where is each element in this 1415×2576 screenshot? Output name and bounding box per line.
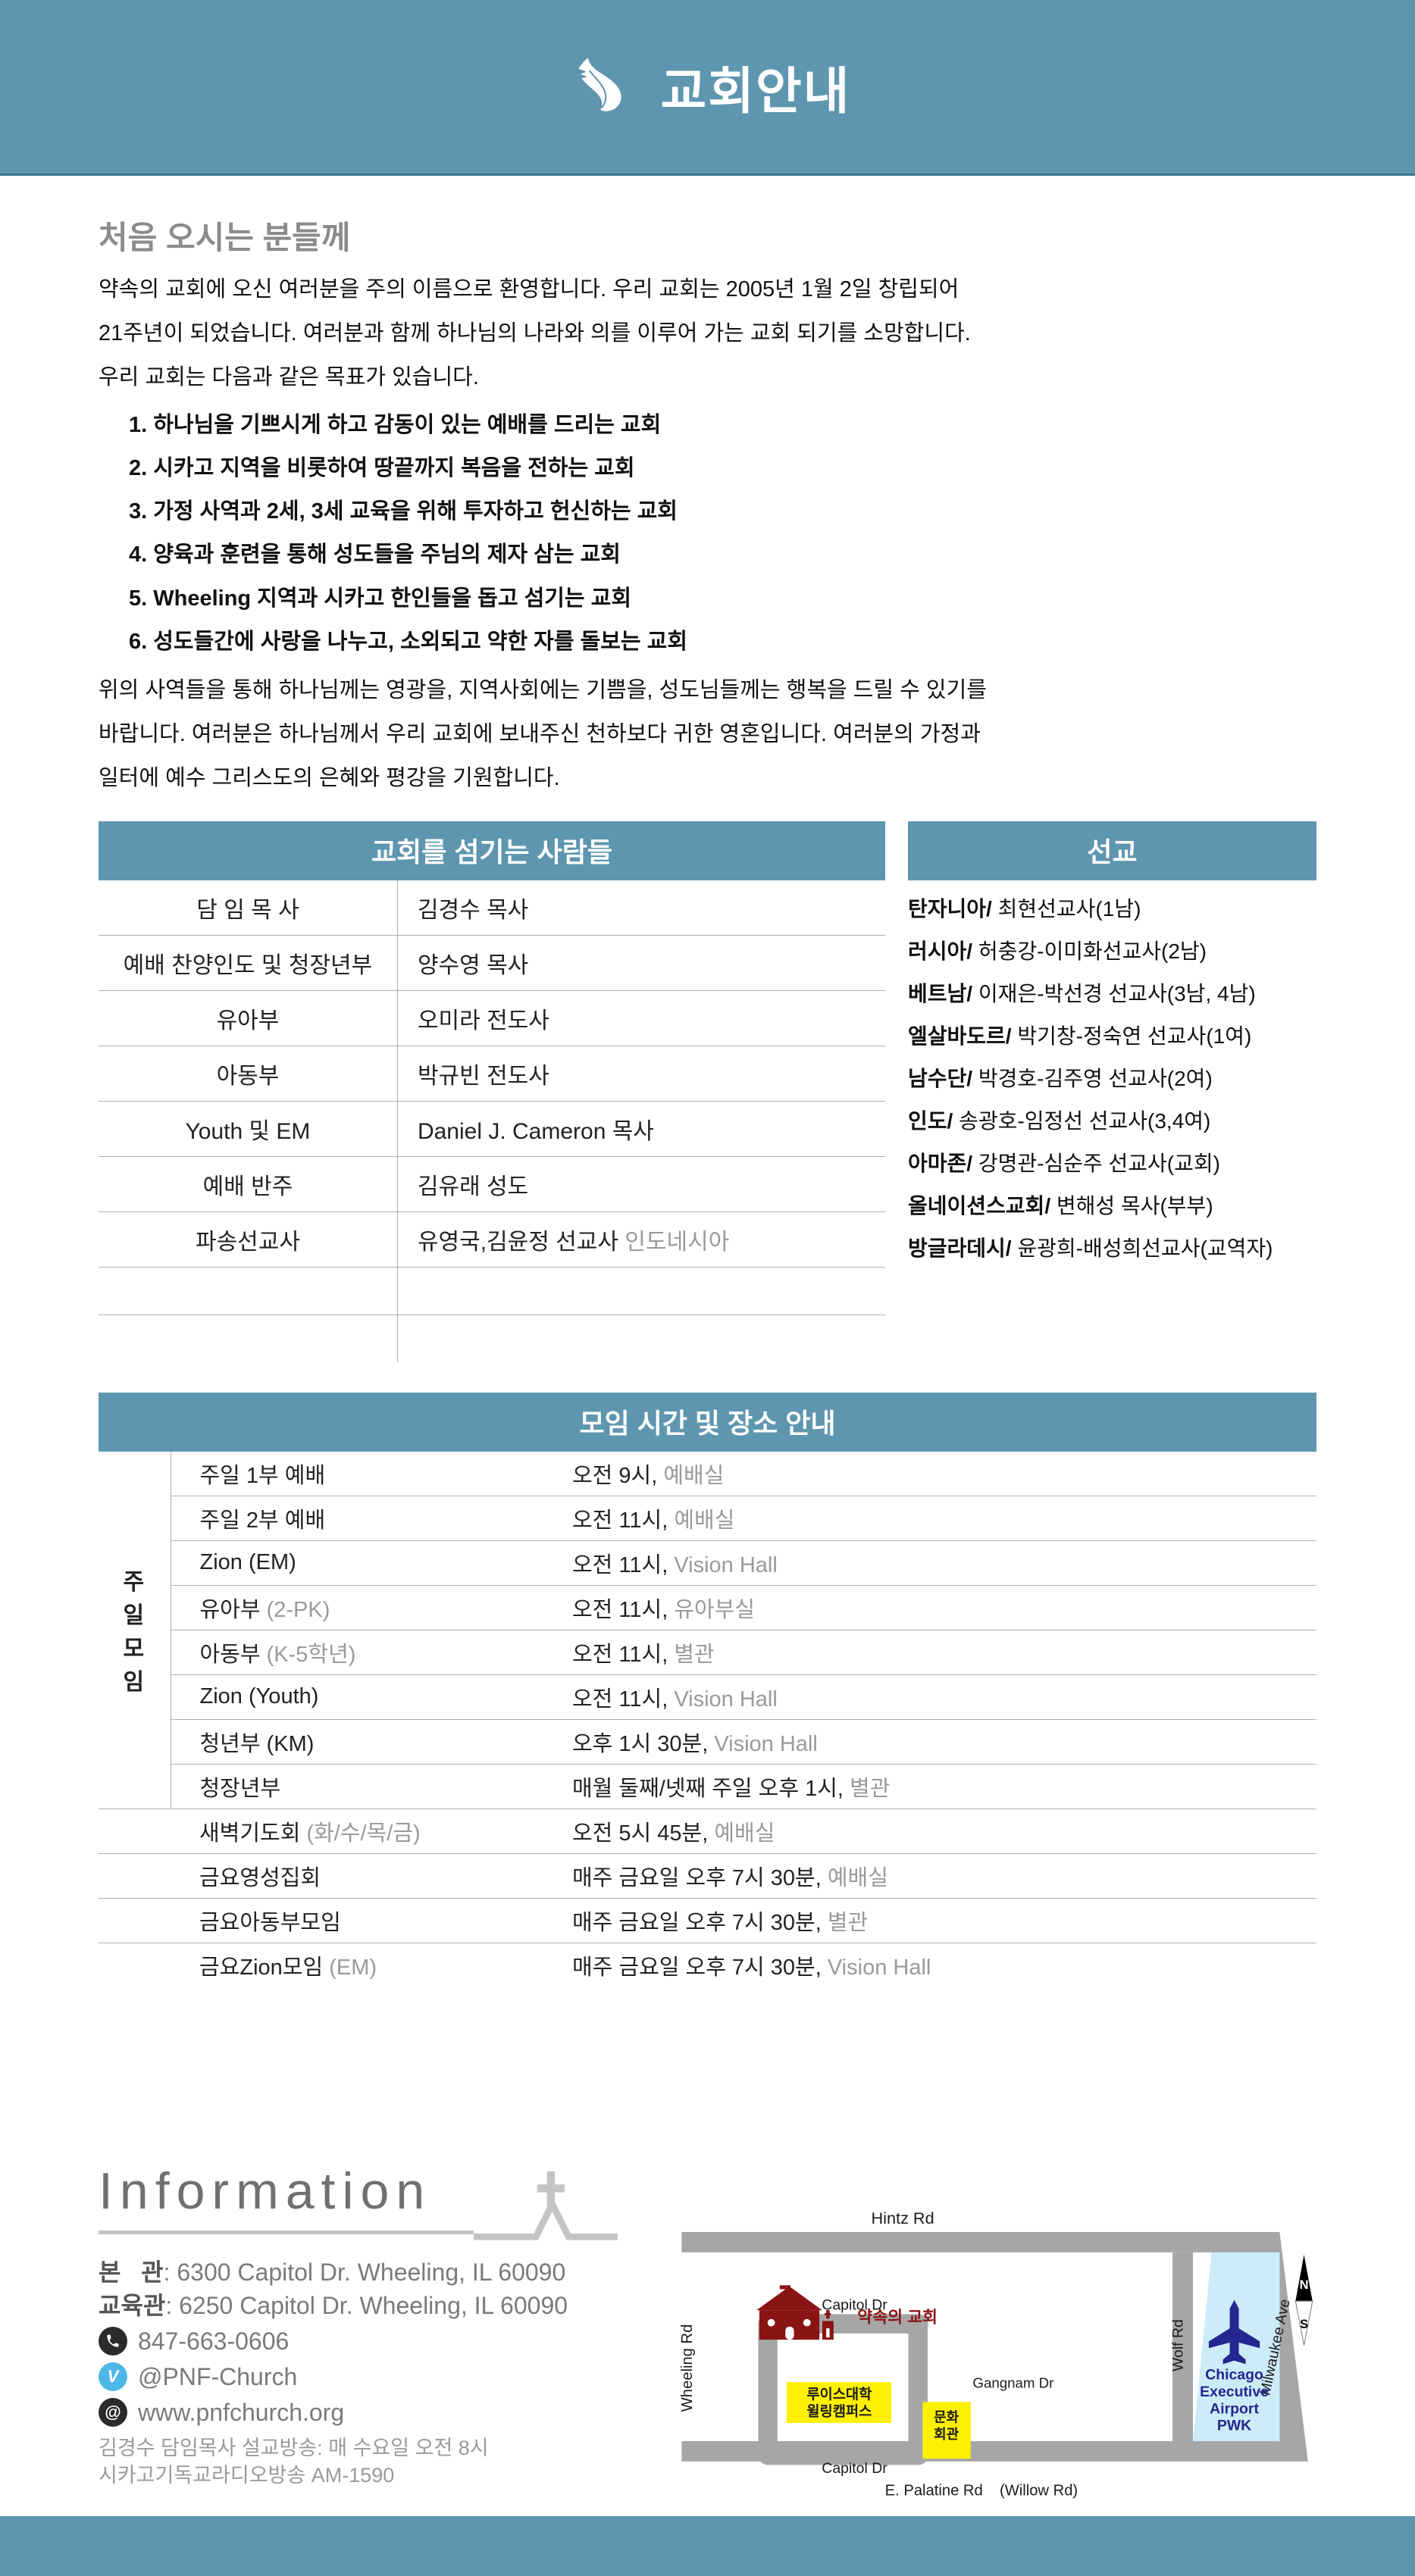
svg-text:회관: 회관 xyxy=(934,2427,960,2442)
svg-text:Airport: Airport xyxy=(1210,2400,1259,2417)
svg-text:PWK: PWK xyxy=(1217,2417,1251,2434)
svg-text:Wolf Rd: Wolf Rd xyxy=(1170,2319,1187,2371)
svg-text:S: S xyxy=(1300,2318,1308,2331)
svg-text:Capitol Dr: Capitol Dr xyxy=(822,2296,888,2313)
svg-text:Capitol Dr: Capitol Dr xyxy=(822,2460,888,2477)
svg-text:Hintz Rd: Hintz Rd xyxy=(872,2209,934,2227)
svg-text:Wheeling Rd: Wheeling Rd xyxy=(679,2324,696,2412)
svg-text:N: N xyxy=(1300,2278,1309,2292)
svg-text:(Willow Rd): (Willow Rd) xyxy=(1000,2482,1078,2499)
svg-text:문화: 문화 xyxy=(934,2409,960,2424)
svg-text:E. Palatine Rd: E. Palatine Rd xyxy=(885,2482,983,2499)
svg-text:윌링캠퍼스: 윌링캠퍼스 xyxy=(806,2403,872,2419)
svg-text:루이스대학: 루이스대학 xyxy=(806,2386,872,2402)
svg-text:Gangnam Dr: Gangnam Dr xyxy=(972,2374,1053,2390)
svg-text:Chicago: Chicago xyxy=(1205,2366,1263,2383)
svg-text:Executive: Executive xyxy=(1200,2384,1269,2400)
